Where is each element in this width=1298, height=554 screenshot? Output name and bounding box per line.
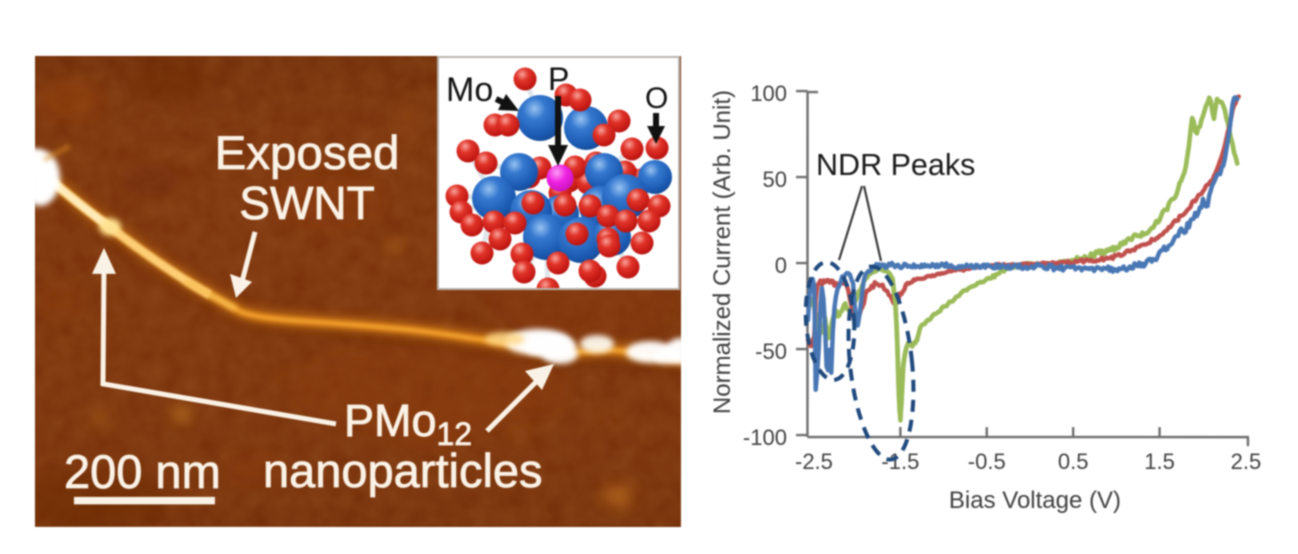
svg-text:Normalized Current (Arb. Unit): Normalized Current (Arb. Unit) bbox=[709, 90, 736, 414]
svg-text:-100: -100 bbox=[743, 425, 787, 450]
svg-text:SWNT: SWNT bbox=[239, 177, 374, 229]
svg-text:100: 100 bbox=[750, 81, 787, 106]
svg-text:Bias Voltage (V): Bias Voltage (V) bbox=[949, 487, 1121, 514]
svg-text:-0.5: -0.5 bbox=[968, 449, 1006, 474]
svg-text:PMo12: PMo12 bbox=[344, 395, 472, 452]
svg-text:P: P bbox=[548, 61, 569, 97]
svg-text:0.5: 0.5 bbox=[1058, 449, 1089, 474]
svg-text:Exposed: Exposed bbox=[215, 127, 400, 180]
svg-text:0: 0 bbox=[775, 253, 787, 278]
svg-text:O: O bbox=[645, 82, 668, 115]
svg-text:2.5: 2.5 bbox=[1231, 449, 1262, 474]
svg-text:Mo: Mo bbox=[446, 71, 493, 109]
svg-text:200 nm: 200 nm bbox=[64, 445, 221, 498]
svg-text:-50: -50 bbox=[755, 339, 787, 364]
svg-text:1.5: 1.5 bbox=[1144, 449, 1175, 474]
svg-text:50: 50 bbox=[763, 167, 787, 192]
svg-text:-2.5: -2.5 bbox=[795, 449, 833, 474]
svg-text:NDR Peaks: NDR Peaks bbox=[816, 148, 975, 182]
svg-text:-1.5: -1.5 bbox=[881, 449, 919, 474]
svg-text:nanoparticles: nanoparticles bbox=[263, 444, 543, 497]
